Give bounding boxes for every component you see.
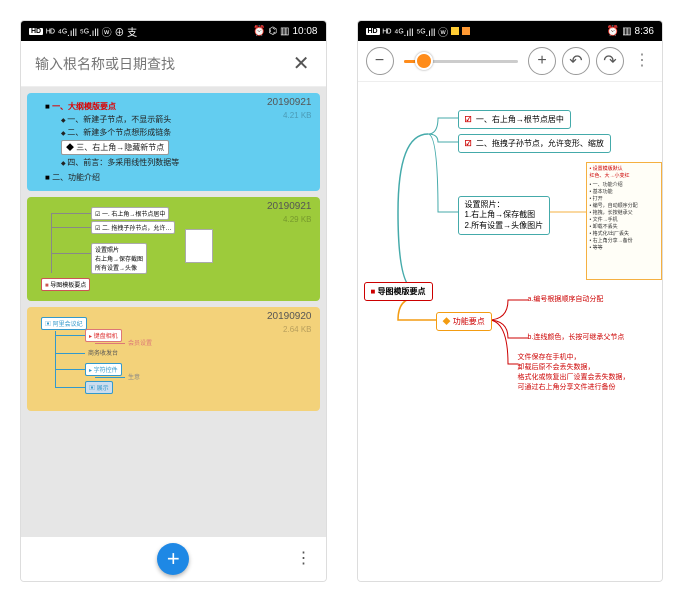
status-icons: ⏰ ⌬ ▥ bbox=[253, 26, 289, 37]
bullet: 一、新建子节点，不显示箭头 bbox=[61, 114, 312, 125]
status-left: HD ᴴᴰ ⁴ᴳ.ıll ⁵ᴳ.ıll ⓦ ⊕ 支 bbox=[29, 24, 137, 39]
bullet: 二、新建多个节点想形成链条 bbox=[61, 127, 312, 138]
hd-indicator: HD bbox=[366, 28, 380, 35]
add-button[interactable]: + bbox=[157, 543, 189, 575]
root-node[interactable]: 导图模版要点 bbox=[364, 282, 433, 301]
map-node[interactable]: 设置照片： 1.右上角→保存截图 2.所有设置→头像图片 bbox=[458, 196, 551, 235]
signal-icons: ᴴᴰ ⁴ᴳ.ıll ⁵ᴳ.ıll ⓦ ⊕ 支 bbox=[46, 24, 137, 39]
checkbox-icon: ☑ bbox=[465, 139, 472, 148]
leaf-text[interactable]: 格式化或恢复出厂设置会丢失数据， bbox=[518, 372, 630, 382]
phone-right: HD ᴴᴰ ⁴ᴳ.ıll ⁵ᴳ.ıll ⓦ ⏰ ▥ 8:36 − + ↶ ↷ ⋮ bbox=[357, 20, 664, 582]
bullet-highlight: ◆ 三、右上角→隐藏新节点 bbox=[61, 140, 169, 155]
card-subtitle: 二、功能介绍 bbox=[52, 173, 100, 182]
leaf-text[interactable]: b.连线颜色，长按可继承父节点 bbox=[528, 332, 625, 342]
status-left: HD ᴴᴰ ⁴ᴳ.ıll ⁵ᴳ.ıll ⓦ bbox=[366, 24, 471, 39]
leaf-text[interactable]: a.编号根据顺序自动分配 bbox=[528, 294, 604, 304]
card-date: 20190921 bbox=[267, 97, 312, 108]
mini-map-thumbnail: ■ 导图模板要点 ☑ 一. 右上角→根节点居中 ☑ 二. 拖拽子孙节点，允许… … bbox=[35, 203, 312, 295]
zoom-in-button[interactable]: + bbox=[528, 47, 556, 75]
undo-button[interactable]: ↶ bbox=[562, 47, 590, 75]
status-time: 10:08 bbox=[292, 26, 317, 37]
node-label: 功能要点 bbox=[453, 317, 485, 326]
card-size: 4.21 KB bbox=[283, 111, 311, 120]
status-time: 8:36 bbox=[635, 26, 654, 37]
status-bar: HD ᴴᴰ ⁴ᴳ.ıll ⁵ᴳ.ıll ⓦ ⊕ 支 ⏰ ⌬ ▥ 10:08 bbox=[21, 21, 326, 41]
plus-icon: + bbox=[537, 52, 546, 70]
node-label: 设置照片： bbox=[465, 200, 544, 210]
status-right: ⏰ ⌬ ▥ 10:08 bbox=[253, 26, 317, 37]
bullet: 四、前言：多采用线性列数据等 bbox=[61, 157, 312, 168]
leaf-text[interactable]: 可通过右上角分享文件进行备份 bbox=[518, 382, 616, 392]
map-node[interactable]: ☑ 二、拖拽子孙节点，允许变形、缩放 bbox=[458, 134, 611, 153]
overflow-menu-icon[interactable]: ⋮ bbox=[296, 557, 312, 561]
mini-map-thumbnail: ▣ 阿里会议纪 ▸ 键盘相机 会员设置 商务收发台 ▸ 字符控件 生意 ▣ 展示 bbox=[35, 313, 312, 405]
card-title: 一、大纲模版要点 bbox=[52, 102, 116, 111]
status-bar: HD ᴴᴰ ⁴ᴳ.ıll ⁵ᴳ.ıll ⓦ ⏰ ▥ 8:36 bbox=[358, 21, 663, 41]
search-input[interactable] bbox=[33, 55, 289, 73]
node-label: 导图模版要点 bbox=[378, 287, 426, 296]
share-icon: ↷ bbox=[603, 51, 616, 71]
toolbar: − + ↶ ↷ ⋮ bbox=[358, 41, 663, 82]
list-item[interactable]: 20190920 2.64 KB ▣ 阿里会议纪 ▸ 键盘相机 会员设置 商务收… bbox=[27, 307, 320, 411]
undo-icon: ↶ bbox=[569, 51, 582, 71]
app-icon bbox=[462, 27, 470, 35]
zoom-slider[interactable] bbox=[400, 60, 523, 63]
mindmap-canvas[interactable]: 导图模版要点 ☑ 一、右上角→根节点居中 ☑ 二、拖拽子孙节点，允许变形、缩放 … bbox=[358, 82, 663, 581]
node-label: 1.右上角→保存截图 bbox=[465, 210, 544, 220]
zoom-out-button[interactable]: − bbox=[366, 47, 394, 75]
node-label: 二、拖拽子孙节点，允许变形、缩放 bbox=[476, 139, 604, 148]
phone-left: HD ᴴᴰ ⁴ᴳ.ıll ⁵ᴳ.ıll ⓦ ⊕ 支 ⏰ ⌬ ▥ 10:08 ✕ … bbox=[20, 20, 327, 582]
search-row: ✕ bbox=[21, 41, 326, 87]
map-node[interactable]: ☑ 一、右上角→根节点居中 bbox=[458, 110, 571, 129]
plus-icon: + bbox=[167, 546, 180, 572]
close-icon[interactable]: ✕ bbox=[289, 51, 314, 76]
app-icon bbox=[451, 27, 459, 35]
node-label: 一、右上角→根节点居中 bbox=[476, 115, 564, 124]
detail-panel[interactable]: • 设置模版默认 红色、大→小变红 • 一、功能介绍 • 基本功能 • 打开 •… bbox=[586, 162, 662, 280]
signal-icons: ᴴᴰ ⁴ᴳ.ıll ⁵ᴳ.ıll ⓦ bbox=[383, 24, 448, 39]
minus-icon: − bbox=[375, 52, 384, 70]
node-label: 2.所有设置→头像图片 bbox=[465, 221, 544, 231]
file-list[interactable]: 20190921 4.21 KB ■ 一、大纲模版要点 一、新建子节点，不显示箭… bbox=[21, 87, 326, 537]
status-right: ⏰ ▥ 8:36 bbox=[607, 26, 654, 37]
checkbox-icon: ☑ bbox=[465, 115, 472, 124]
bottom-bar: + ⋮ bbox=[21, 537, 326, 581]
hd-indicator: HD bbox=[29, 28, 43, 35]
share-button[interactable]: ↷ bbox=[596, 47, 624, 75]
leaf-text[interactable]: 卸载后原不会丢失数据， bbox=[518, 362, 595, 372]
map-node[interactable]: 功能要点 bbox=[436, 312, 492, 331]
list-item[interactable]: 20190921 4.29 KB ■ 导图模板要点 ☑ 一. 右上角→根节点居中… bbox=[27, 197, 320, 301]
leaf-text[interactable]: 文件保存在手机中， bbox=[518, 352, 581, 362]
list-item[interactable]: 20190921 4.21 KB ■ 一、大纲模版要点 一、新建子节点，不显示箭… bbox=[27, 93, 320, 191]
overflow-menu-icon[interactable]: ⋮ bbox=[630, 59, 654, 63]
status-icons: ⏰ ▥ bbox=[607, 26, 632, 37]
